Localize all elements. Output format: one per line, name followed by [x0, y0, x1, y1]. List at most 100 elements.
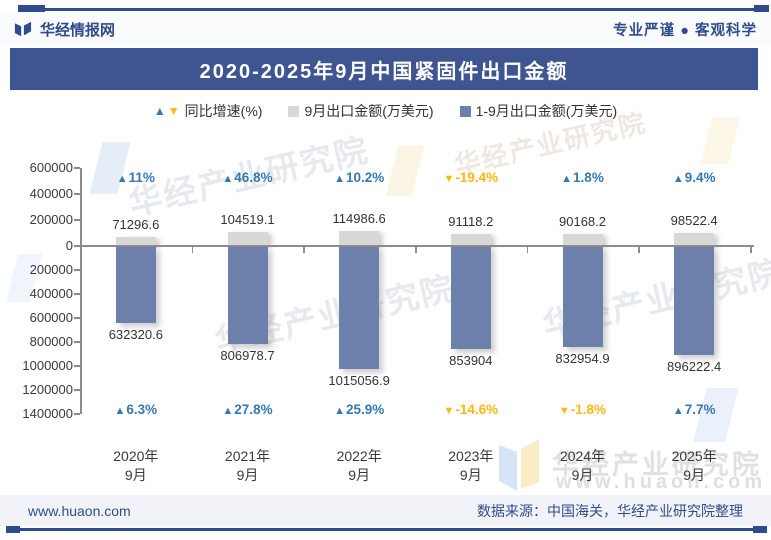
brand-name: 华经情报网 [40, 21, 116, 39]
triangle-up-icon: ▲ [114, 405, 126, 417]
category-tick [415, 247, 417, 253]
sep-value-label: 71296.6 [112, 216, 160, 232]
cum-value-label: 832954.9 [555, 350, 610, 366]
triangle-down-icon: ▼ [443, 173, 455, 185]
cum-export-bar [339, 247, 380, 369]
x-label-month: 9月 [459, 467, 482, 483]
triangle-up-icon: ▲ [222, 405, 234, 417]
sep-export-bar [339, 231, 380, 246]
x-axis-label: 2023年 9月 [416, 447, 526, 485]
y-axis-tick [74, 389, 80, 391]
y-axis-tick [74, 341, 80, 343]
category-tick [303, 247, 305, 253]
y-axis-tick [74, 219, 80, 221]
triangle-up-icon: ▲ [334, 173, 345, 185]
x-label-year: 2024年 [559, 448, 606, 464]
sep-growth-label: ▲1.8% [528, 170, 638, 185]
cum-growth-label: ▼-14.6% [416, 402, 526, 417]
cum-export-bar [227, 247, 268, 344]
top-border-left-cap [18, 5, 45, 13]
growth-value: 25.9% [345, 402, 385, 417]
legend-item-1: 9月出口金额(万美元) [288, 101, 434, 121]
legend-item-0: ▲ ▼ 同比增速(%) [154, 101, 263, 121]
sep-export-bar [562, 234, 603, 246]
triangle-down-icon: ▼ [167, 104, 180, 118]
triangle-up-icon: ▲ [672, 405, 684, 417]
cum-export-bar [115, 247, 156, 323]
x-label-month: 9月 [348, 467, 371, 483]
sep-value-label: 90168.2 [559, 214, 606, 230]
cum-growth-label: ▲6.3% [81, 402, 191, 417]
sep-export-bar [227, 232, 268, 246]
growth-value: 7.7% [684, 402, 716, 417]
x-label-year: 2020年 [113, 448, 159, 464]
growth-value: 1.8% [573, 170, 604, 185]
cum-growth-label: ▲25.9% [304, 402, 414, 417]
growth-value: 46.8% [234, 170, 273, 185]
huajing-logo-icon [14, 21, 32, 38]
legend-label: 1-9月出口金额(万美元) [475, 103, 618, 119]
sep-growth-label: ▲10.2% [304, 170, 414, 185]
y-axis-label: 0 [65, 238, 73, 253]
triangle-up-icon: ▲ [116, 173, 128, 185]
x-label-month: 9月 [124, 467, 147, 483]
sep-value-label: 98522.4 [670, 213, 718, 229]
cum-export-bar [562, 247, 603, 347]
y-axis-tick [74, 293, 80, 295]
sep-export-bar [674, 233, 715, 246]
y-axis-tick [74, 413, 80, 415]
growth-value: 9.4% [684, 170, 716, 185]
bottom-border-left-cap [6, 526, 20, 533]
sep-growth-label: ▲46.8% [193, 170, 303, 185]
cum-export-bar [450, 247, 491, 350]
growth-value: 27.8% [234, 402, 273, 417]
sep-growth-label: ▼-19.4% [416, 170, 526, 185]
legend-label: 9月出口金额(万美元) [304, 103, 434, 119]
category-tick [750, 247, 752, 253]
legend-swatch-icon [288, 105, 300, 117]
sep-export-bar [450, 234, 491, 246]
legend-item-2: 1-9月出口金额(万美元) [459, 101, 618, 121]
top-border-line [20, 8, 763, 11]
page-title: 2020-2025年9月中国紧固件出口金额 [199, 60, 569, 83]
cum-growth-label: ▲7.7% [639, 402, 749, 417]
triangle-up-icon: ▲ [222, 173, 234, 185]
y-axis-label: 400000 [29, 186, 73, 201]
x-label-month: 9月 [236, 467, 259, 483]
y-axis-label: 200000 [29, 212, 73, 227]
y-axis-tick [74, 193, 80, 195]
bottom-border-right-cap [753, 526, 767, 533]
y-axis-line [80, 168, 82, 414]
huaon-logo-watermark-icon [497, 437, 541, 498]
sep-value-label: 114986.6 [332, 211, 386, 227]
chart-title-bar: 2020-2025年9月中国紧固件出口金额 [10, 48, 758, 90]
sep-value-label: 104519.1 [220, 212, 275, 228]
y-axis-label: 800000 [29, 334, 73, 349]
x-label-year: 2023年 [448, 448, 494, 464]
category-tick [526, 247, 529, 253]
triangle-down-icon: ▼ [443, 405, 455, 417]
legend: ▲ ▼ 同比增速(%) 9月出口金额(万美元) 1-9月出口金额(万美元) [0, 101, 771, 121]
y-axis-label: 600000 [29, 310, 73, 325]
y-axis-label: 200000 [29, 262, 73, 277]
legend-label: 同比增速(%) [184, 103, 263, 119]
y-axis-label: 600000 [29, 160, 73, 175]
cum-growth-label: ▼-1.8% [528, 402, 638, 417]
cum-value-label: 806978.7 [220, 347, 275, 363]
y-axis-label: 1400000 [22, 406, 73, 421]
sep-growth-label: ▲11% [81, 170, 191, 185]
cum-value-label: 853904 [449, 353, 493, 369]
footer-site-link[interactable]: www.huaon.com [28, 502, 131, 519]
footer-data-source: 数据来源：中国海关，华经产业研究院整理 [477, 502, 743, 519]
y-axis-tick [74, 269, 80, 271]
x-axis-label: 2020年 9月 [81, 447, 191, 485]
header-slogan: 专业严谨 ● 客观科学 [613, 22, 757, 39]
y-axis-tick [74, 317, 80, 319]
cum-value-label: 632320.6 [108, 326, 163, 342]
growth-value: 10.2% [345, 170, 385, 185]
x-axis-label: 2021年 9月 [193, 447, 303, 485]
top-border-right-cap [754, 5, 769, 13]
cum-growth-label: ▲27.8% [193, 402, 303, 417]
